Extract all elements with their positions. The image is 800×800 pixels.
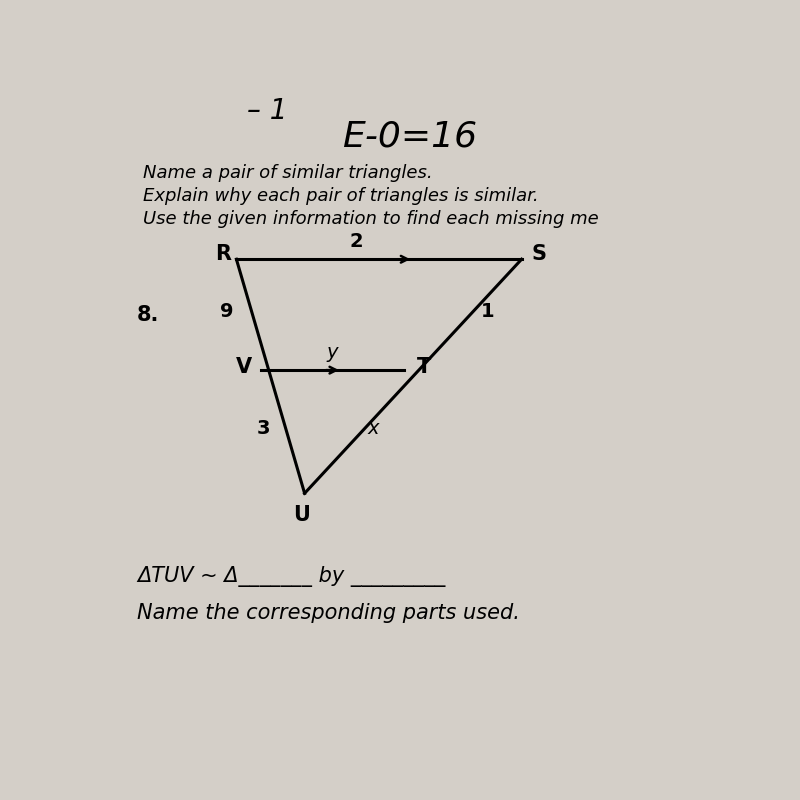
Text: T: T [417,357,430,377]
Text: 9: 9 [220,302,234,321]
Text: 3: 3 [256,419,270,438]
Text: 1: 1 [481,302,494,321]
Text: 8.: 8. [138,305,159,325]
Text: S: S [531,244,546,264]
Text: ΔTUV ~ Δ_______ by _________: ΔTUV ~ Δ_______ by _________ [138,566,446,587]
Text: 2: 2 [350,233,363,251]
Text: R: R [214,244,230,264]
Text: E-0=16: E-0=16 [342,119,478,153]
Text: Name a pair of similar triangles.: Name a pair of similar triangles. [143,164,433,182]
Text: – 1: – 1 [247,98,287,126]
Text: y: y [326,343,338,362]
Text: Name the corresponding parts used.: Name the corresponding parts used. [138,603,520,623]
Text: V: V [236,357,252,377]
Text: Explain why each pair of triangles is similar.: Explain why each pair of triangles is si… [143,186,539,205]
Text: x: x [367,419,378,438]
Text: U: U [293,505,310,525]
Text: Use the given information to find each missing me: Use the given information to find each m… [143,210,599,228]
